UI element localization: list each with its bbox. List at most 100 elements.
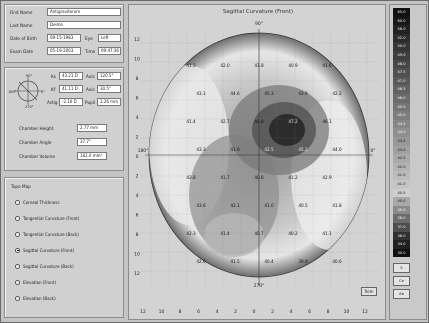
curvature-value: 41.4 xyxy=(186,119,196,124)
chamber-angle-field[interactable]: 37.7° xyxy=(77,138,107,146)
scale-swatch: 47.0 xyxy=(393,76,410,86)
scale-swatch: 40.5 xyxy=(393,188,410,198)
y-tick-label: 0 xyxy=(136,154,139,160)
curvature-value: 41.3 xyxy=(186,63,196,68)
curvature-value: 43.3 xyxy=(196,147,206,152)
curvature-value: 42.8 xyxy=(186,175,196,180)
scale-swatch: 41.5 xyxy=(393,171,410,180)
curvature-value: 41.4 xyxy=(220,231,230,236)
scale-swatch: 42.5 xyxy=(393,154,410,163)
map-option-1[interactable]: Tangential Curvature (Front) xyxy=(15,214,79,222)
curvature-value: 41.5 xyxy=(230,259,240,264)
x-tick-label: 12 xyxy=(362,309,368,315)
curvature-value: 43.1 xyxy=(196,91,206,96)
map-title: Sagittal Curvature (Front) xyxy=(222,9,294,15)
map-option-2[interactable]: Tangential Curvature (Back) xyxy=(15,230,79,238)
y-tick-label: 12 xyxy=(134,271,140,277)
ks-axis-field[interactable]: 120.5° xyxy=(97,72,121,80)
curvature-value: 41.6 xyxy=(322,63,332,68)
scale-swatch: 41.0 xyxy=(393,180,410,189)
keratometry-panel: 90° 180° 0° 270° Ks 43.21 D Axis 120.5° … xyxy=(4,67,124,171)
exam-date-field[interactable]: 05-19-2003 xyxy=(47,47,81,55)
x-tick-label: 0 xyxy=(253,309,256,315)
curvature-value: 40.6 xyxy=(332,259,342,264)
time-field[interactable]: 09:47:36 xyxy=(98,47,121,55)
scale-swatch: 47.5 xyxy=(393,68,410,77)
chamber-volume-field[interactable]: 182.0 mm³ xyxy=(77,152,107,160)
radio-icon[interactable] xyxy=(15,231,20,237)
eye-field[interactable]: Left xyxy=(98,34,121,42)
dob-label: Date of Birth xyxy=(10,36,37,41)
radio-selected-icon[interactable] xyxy=(15,247,20,253)
axis-label-180: 180° xyxy=(8,90,17,94)
curvature-value: 44.0 xyxy=(332,147,342,152)
y-tick-label: 10 xyxy=(134,252,140,258)
scale-swatch: 43.0 xyxy=(393,145,410,155)
map-option-0[interactable]: Corneal Thickness xyxy=(15,198,59,206)
first-name-label: First Name xyxy=(10,10,33,15)
x-tick-label: 10 xyxy=(344,309,350,315)
scale-swatch: 34.0 xyxy=(393,240,410,249)
map-option-label: Elevation (Front) xyxy=(23,279,57,285)
x-tick-label: 8 xyxy=(179,309,182,315)
dob-field[interactable]: 09-15-1983 xyxy=(47,34,81,42)
x-tick-label: 12 xyxy=(140,309,146,315)
topography-map[interactable]: 12 10 8 6 4 2 0 2 4 6 8 10 12 12 10 8 6 4 2 0 2 4 6 8 10 12 90° 180… xyxy=(129,5,387,321)
curvature-value: 40.9 xyxy=(288,63,298,68)
scale-swatch: 45.0 xyxy=(393,111,410,120)
radio-icon[interactable] xyxy=(15,263,20,269)
scale-swatch: 42.0 xyxy=(393,162,410,172)
curvature-value: 39.9 xyxy=(298,259,308,264)
radio-icon[interactable] xyxy=(15,295,20,301)
scale-swatch: 46.5 xyxy=(393,85,410,94)
scale-swatch: 36.0 xyxy=(393,231,410,241)
curvature-value: 42.5 xyxy=(264,147,274,152)
last-name-field[interactable]: Deimo xyxy=(47,21,121,29)
axis-diagram: 90° 180° 0° 270° xyxy=(8,74,45,109)
map-type-title: Topo Map xyxy=(11,184,31,189)
map-option-label: Tangential Curvature (Front) xyxy=(23,215,80,221)
radio-icon[interactable] xyxy=(15,199,20,205)
chamber-height-field[interactable]: 2.77 mm xyxy=(77,124,107,132)
eye-label: Eye xyxy=(85,36,93,41)
kf-axis-field[interactable]: 30.5° xyxy=(97,85,121,93)
map-option-label: Corneal Thickness xyxy=(23,199,60,205)
x-tick-label: 4 xyxy=(216,309,219,315)
axis-label-0: 0° xyxy=(41,90,45,94)
radio-icon[interactable] xyxy=(15,279,20,285)
rotate-button[interactable]: Rom xyxy=(361,287,377,296)
curvature-value: 46.1 xyxy=(322,119,332,124)
curvature-value: 44.6 xyxy=(230,91,240,96)
angle-label: 270° xyxy=(254,283,265,289)
angle-label: 90° xyxy=(255,21,263,27)
map-option-5[interactable]: Elevation (Front) xyxy=(15,278,56,286)
y-tick-label: 8 xyxy=(136,232,139,238)
first-name-field[interactable]: Antigravitorum xyxy=(47,8,121,16)
curvature-value: 41.1 xyxy=(322,231,332,236)
scale-swatch: 60.0 xyxy=(393,16,410,26)
scale-swatch: 45.5 xyxy=(393,102,410,112)
map-option-label: Sagittal Curvature (Front) xyxy=(23,247,75,253)
astig-label: Astig xyxy=(47,100,58,105)
topography-map-panel: 12 10 8 6 4 2 0 2 4 6 8 10 12 12 10 8 6 4 2 0 2 4 6 8 10 12 90° 180… xyxy=(128,4,386,320)
curvature-value: 42.9 xyxy=(322,175,332,180)
scale-swatch: 39.0 xyxy=(393,205,410,215)
scale-button-2[interactable]: Ab xyxy=(393,289,410,299)
scale-swatch: 30.0 xyxy=(393,248,410,258)
pupil-field[interactable]: 3.26 mm xyxy=(97,98,121,106)
scale-button-1[interactable]: Ce xyxy=(393,276,410,286)
radio-icon[interactable] xyxy=(15,215,20,221)
map-option-4[interactable]: Sagittal Curvature (Back) xyxy=(15,262,74,270)
y-tick-label: 12 xyxy=(134,37,140,43)
scale-button-0[interactable]: S xyxy=(393,263,410,273)
curvature-value: 42.0 xyxy=(220,63,230,68)
curvature-zones xyxy=(149,65,367,257)
kf-field[interactable]: 41.11 D xyxy=(59,85,83,93)
ks-field[interactable]: 43.21 D xyxy=(59,72,83,80)
scale-swatch: 44.5 xyxy=(393,119,410,129)
astig-field[interactable]: -2.10 D xyxy=(59,98,83,106)
pupil-label: Pupil xyxy=(85,100,96,105)
x-tick-label: 4 xyxy=(290,309,293,315)
map-option-3[interactable]: Sagittal Curvature (Front) xyxy=(15,246,74,254)
map-option-6[interactable]: Elevation (Back) xyxy=(15,294,56,302)
